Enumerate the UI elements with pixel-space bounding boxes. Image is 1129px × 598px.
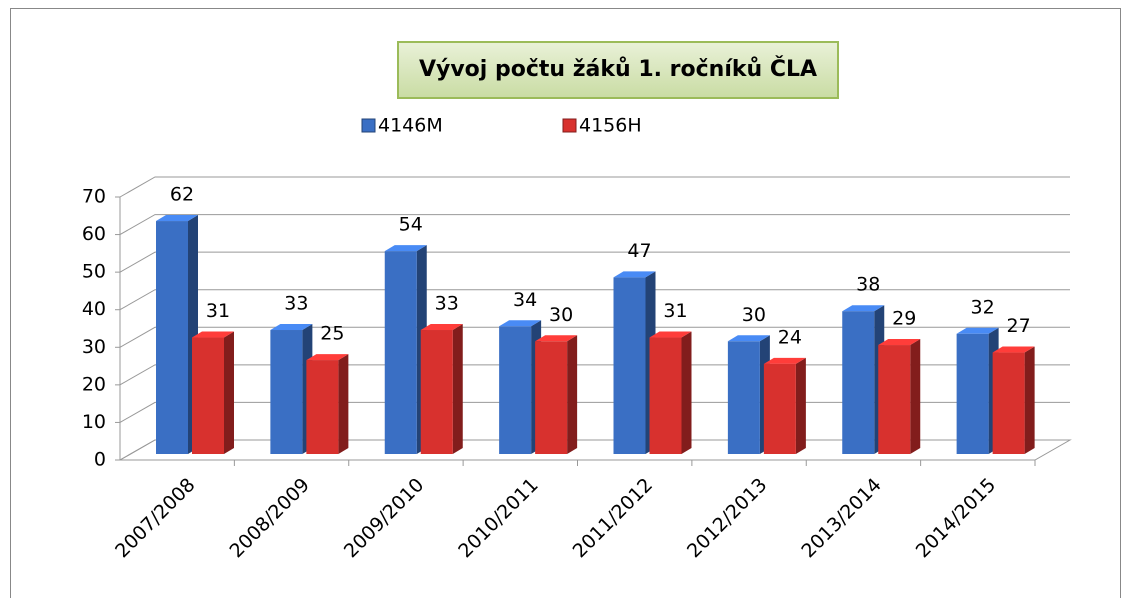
data-label: 38 xyxy=(856,274,880,296)
y-tick-label: 20 xyxy=(82,373,106,395)
bar xyxy=(992,346,1035,454)
bar-front xyxy=(956,333,989,454)
bar-front xyxy=(156,221,188,454)
y-tick-label: 40 xyxy=(82,298,106,320)
grid-line xyxy=(119,214,1070,236)
bar-front xyxy=(306,360,339,454)
bar xyxy=(420,324,463,454)
bar-top xyxy=(763,357,806,364)
chart-title: Vývoj počtu žáků 1. ročníků ČLA xyxy=(419,56,817,82)
grid-line xyxy=(119,251,1070,273)
bar-front xyxy=(842,311,875,454)
data-label: 27 xyxy=(1007,315,1031,337)
legend-swatch xyxy=(562,118,577,133)
bar xyxy=(649,331,692,454)
bar-front xyxy=(535,341,568,454)
bar xyxy=(499,320,542,454)
y-tick-label: 30 xyxy=(82,336,106,358)
bar-top xyxy=(613,271,656,278)
data-label: 31 xyxy=(663,300,687,322)
bar xyxy=(763,357,806,454)
bar-front xyxy=(384,251,417,454)
bar xyxy=(878,339,921,454)
bar-top xyxy=(727,335,770,342)
bar-front xyxy=(992,352,1025,454)
bar-front xyxy=(878,345,911,454)
bar-front xyxy=(192,337,224,454)
bar-front xyxy=(499,326,532,454)
y-tick-label: 0 xyxy=(94,449,106,471)
data-label: 62 xyxy=(170,184,194,206)
bar-side xyxy=(910,339,921,454)
grid-line xyxy=(119,289,1070,311)
bar-top xyxy=(499,320,542,327)
bar-side xyxy=(795,357,806,454)
bar-side xyxy=(681,331,692,454)
bar-top xyxy=(649,331,692,338)
data-label: 24 xyxy=(778,326,802,348)
bar-side xyxy=(452,324,463,454)
title-box xyxy=(397,41,839,99)
bar-top xyxy=(842,305,885,312)
data-label: 33 xyxy=(435,293,459,315)
bar-top xyxy=(156,215,198,222)
data-label: 34 xyxy=(513,289,537,311)
y-tick-label: 10 xyxy=(82,411,106,433)
bar xyxy=(192,331,234,454)
grid-line xyxy=(119,176,1070,198)
legend-label: 4156H xyxy=(579,115,642,137)
data-label: 29 xyxy=(892,308,916,330)
bar-front xyxy=(649,337,682,454)
legend-swatch xyxy=(361,118,376,133)
bar xyxy=(156,215,198,454)
bar-top xyxy=(270,324,313,331)
y-tick-label: 50 xyxy=(82,261,106,283)
legend-label: 4146M xyxy=(378,115,443,137)
y-tick-label: 60 xyxy=(82,223,106,245)
bar-side xyxy=(338,354,349,454)
data-label: 25 xyxy=(320,323,344,345)
data-label: 54 xyxy=(399,214,423,236)
bar xyxy=(842,305,885,454)
bar-top xyxy=(306,354,349,361)
y-tick-label: 70 xyxy=(82,186,106,208)
data-label: 31 xyxy=(206,300,230,322)
bar xyxy=(270,324,313,454)
data-label: 47 xyxy=(627,240,651,262)
bar-top xyxy=(535,335,578,342)
bar-side xyxy=(224,331,234,454)
bar-side xyxy=(567,335,578,454)
bar-front xyxy=(270,330,303,454)
bar-top xyxy=(192,331,234,338)
data-label: 30 xyxy=(549,304,573,326)
bar xyxy=(306,354,349,454)
floor xyxy=(118,439,1072,461)
data-label: 30 xyxy=(742,304,766,326)
data-label: 33 xyxy=(284,293,308,315)
bar xyxy=(613,271,656,454)
data-label: 32 xyxy=(971,296,995,318)
bar-top xyxy=(992,346,1035,353)
bar-front xyxy=(613,277,646,454)
bar xyxy=(727,335,770,454)
bar-front xyxy=(420,330,453,454)
bar xyxy=(535,335,578,454)
bar-top xyxy=(878,339,921,346)
bar xyxy=(384,245,427,454)
bar-front xyxy=(763,363,796,454)
grid-line xyxy=(119,326,1070,348)
bar-side xyxy=(1024,346,1035,454)
bar xyxy=(956,327,999,454)
bar-front xyxy=(727,341,760,454)
bar-top xyxy=(420,324,463,331)
bar-top xyxy=(384,245,427,252)
bar-top xyxy=(956,327,999,334)
